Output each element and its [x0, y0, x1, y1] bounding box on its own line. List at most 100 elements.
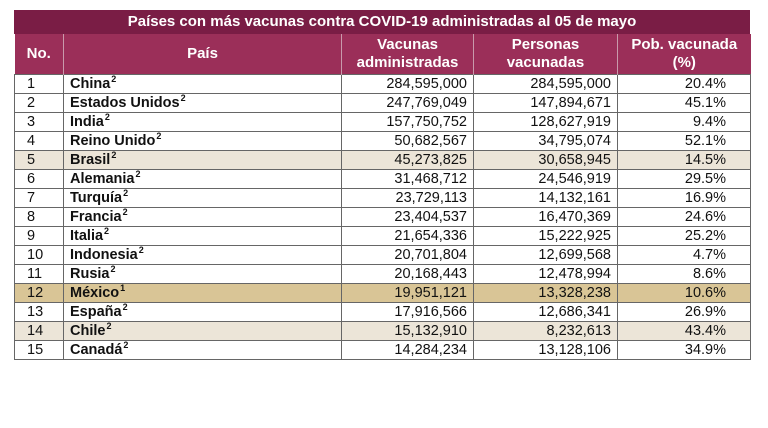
- doses-cell: 14,284,234: [341, 340, 474, 360]
- country-cell: Italia2: [63, 226, 342, 246]
- table-row: 14 Chile2 15,132,910 8,232,613 43.4%: [14, 321, 751, 341]
- doses-cell: 247,769,049: [341, 93, 474, 113]
- people-cell: 13,328,238: [473, 283, 618, 303]
- row-number: 10: [14, 245, 64, 265]
- row-number: 13: [14, 302, 64, 322]
- footnote-marker: 2: [122, 207, 128, 217]
- footnote-marker: 2: [135, 169, 141, 179]
- row-number: 1: [14, 74, 64, 94]
- footnote-marker: 1: [120, 283, 126, 293]
- percent-cell: 43.4%: [617, 321, 751, 341]
- row-number: 5: [14, 150, 64, 170]
- table-row: 4 Reino Unido2 50,682,567 34,795,074 52.1%: [14, 131, 751, 151]
- table-row: 15 Canadá2 14,284,234 13,128,106 34.9%: [14, 340, 751, 360]
- country-cell: Reino Unido2: [63, 131, 342, 151]
- row-number: 14: [14, 321, 64, 341]
- country-name: China: [70, 76, 111, 92]
- country-cell: Indonesia2: [63, 245, 342, 265]
- percent-cell: 8.6%: [617, 264, 751, 284]
- row-number: 7: [14, 188, 64, 208]
- table-row: 11 Rusia2 20,168,443 12,478,994 8.6%: [14, 264, 751, 284]
- percent-cell: 14.5%: [617, 150, 751, 170]
- table-row: 13 España2 17,916,566 12,686,341 26.9%: [14, 302, 751, 322]
- table-row: 5 Brasil2 45,273,825 30,658,945 14.5%: [14, 150, 751, 170]
- percent-cell: 4.7%: [617, 245, 751, 265]
- percent-cell: 26.9%: [617, 302, 751, 322]
- footnote-marker: 2: [104, 112, 110, 122]
- doses-cell: 20,168,443: [341, 264, 474, 284]
- table-row: 3 India2 157,750,752 128,627,919 9.4%: [14, 112, 751, 132]
- table-row: 8 Francia2 23,404,537 16,470,369 24.6%: [14, 207, 751, 227]
- country-name: Canadá: [70, 342, 123, 358]
- row-number: 15: [14, 340, 64, 360]
- country-name: Francia: [70, 209, 122, 225]
- table-row: 1 China2 284,595,000 284,595,000 20.4%: [14, 74, 751, 94]
- header-pct: Pob. vacunada (%): [617, 34, 751, 75]
- country-name: Estados Unidos: [70, 95, 180, 111]
- country-name: Chile: [70, 323, 106, 339]
- header-doses: Vacunas administradas: [341, 34, 474, 75]
- row-number: 2: [14, 93, 64, 113]
- doses-cell: 50,682,567: [341, 131, 474, 151]
- footnote-marker: 2: [122, 302, 128, 312]
- people-cell: 12,478,994: [473, 264, 618, 284]
- percent-cell: 24.6%: [617, 207, 751, 227]
- table-row: 7 Turquía2 23,729,113 14,132,161 16.9%: [14, 188, 751, 208]
- people-cell: 30,658,945: [473, 150, 618, 170]
- table-row: 12 México1 19,951,121 13,328,238 10.6%: [14, 283, 751, 303]
- country-cell: Chile2: [63, 321, 342, 341]
- vaccination-table-figure: Países con más vacunas contra COVID-19 a…: [14, 10, 751, 360]
- people-cell: 13,128,106: [473, 340, 618, 360]
- people-cell: 24,546,919: [473, 169, 618, 189]
- country-cell: Estados Unidos2: [63, 93, 342, 113]
- vaccination-table: No. País Vacunas administradas Personas …: [14, 34, 751, 360]
- doses-cell: 17,916,566: [341, 302, 474, 322]
- country-name: México: [70, 285, 120, 301]
- row-number: 4: [14, 131, 64, 151]
- country-cell: India2: [63, 112, 342, 132]
- table-title: Países con más vacunas contra COVID-19 a…: [14, 10, 750, 34]
- table-row: 10 Indonesia2 20,701,804 12,699,568 4.7%: [14, 245, 751, 265]
- table-row: 9 Italia2 21,654,336 15,222,925 25.2%: [14, 226, 751, 246]
- people-cell: 34,795,074: [473, 131, 618, 151]
- people-cell: 128,627,919: [473, 112, 618, 132]
- footnote-marker: 2: [106, 321, 112, 331]
- table-row: 6 Alemania2 31,468,712 24,546,919 29.5%: [14, 169, 751, 189]
- footnote-marker: 2: [123, 188, 129, 198]
- country-cell: España2: [63, 302, 342, 322]
- percent-cell: 10.6%: [617, 283, 751, 303]
- country-cell: China2: [63, 74, 342, 94]
- country-name: Rusia: [70, 266, 110, 282]
- row-number: 12: [14, 283, 64, 303]
- doses-cell: 284,595,000: [341, 74, 474, 94]
- footnote-marker: 2: [110, 264, 116, 274]
- country-cell: Rusia2: [63, 264, 342, 284]
- doses-cell: 20,701,804: [341, 245, 474, 265]
- people-cell: 147,894,671: [473, 93, 618, 113]
- footnote-marker: 2: [104, 226, 110, 236]
- people-cell: 15,222,925: [473, 226, 618, 246]
- header-people: Personas vacunadas: [473, 34, 618, 75]
- country-cell: Brasil2: [63, 150, 342, 170]
- percent-cell: 34.9%: [617, 340, 751, 360]
- header-country: País: [63, 34, 342, 75]
- country-name: India: [70, 114, 104, 130]
- country-name: Alemania: [70, 171, 135, 187]
- country-cell: Alemania2: [63, 169, 342, 189]
- table-row: 2 Estados Unidos2 247,769,049 147,894,671 45…: [14, 93, 751, 113]
- doses-cell: 21,654,336: [341, 226, 474, 246]
- country-name: Italia: [70, 228, 104, 244]
- percent-cell: 9.4%: [617, 112, 751, 132]
- percent-cell: 52.1%: [617, 131, 751, 151]
- footnote-marker: 2: [156, 131, 162, 141]
- footnote-marker: 2: [111, 150, 117, 160]
- country-cell: Turquía2: [63, 188, 342, 208]
- footnote-marker: 2: [123, 340, 129, 350]
- people-cell: 16,470,369: [473, 207, 618, 227]
- country-cell: Canadá2: [63, 340, 342, 360]
- doses-cell: 15,132,910: [341, 321, 474, 341]
- percent-cell: 16.9%: [617, 188, 751, 208]
- row-number: 9: [14, 226, 64, 246]
- people-cell: 14,132,161: [473, 188, 618, 208]
- percent-cell: 29.5%: [617, 169, 751, 189]
